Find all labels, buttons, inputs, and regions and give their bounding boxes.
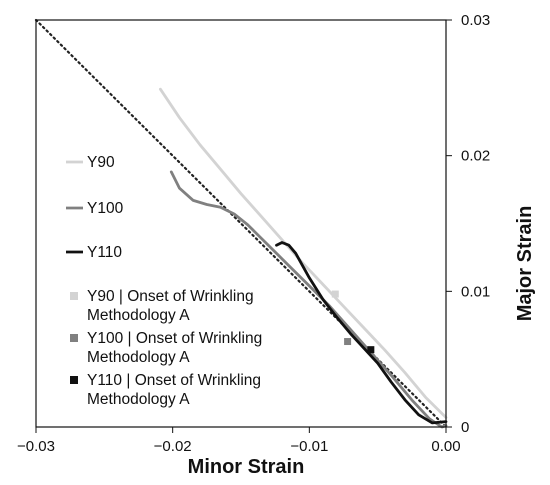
series-line-y110 [275, 241, 448, 425]
legend-label: Methodology A [87, 391, 190, 408]
x-tick-label: −0.01 [290, 438, 328, 455]
y-tick-label: 0.02 [461, 148, 490, 165]
x-axis-title: Minor Strain [188, 456, 305, 478]
legend-swatch-marker [70, 334, 78, 342]
legend-swatch-marker [70, 292, 78, 300]
y-tick-label: 0.01 [461, 283, 490, 300]
legend-label: Methodology A [87, 307, 190, 324]
plot-frame [35, 19, 447, 428]
legend-label: Y110 [87, 244, 122, 261]
onset-marker-3 [367, 346, 375, 354]
legend: Y90 Y100 Y110 Y90 | Onset of Wrinkling Metho… [66, 154, 262, 408]
plot-area [34, 18, 448, 429]
legend-label: Y90 [87, 154, 115, 171]
series-line-y90 [158, 87, 448, 419]
y-tick-label: 0 [461, 419, 469, 436]
legend-swatch-marker [70, 376, 78, 384]
axes: −0.03 −0.02 −0.01 0.000 0.01 0.02 0.03 [17, 12, 490, 455]
onset-marker-1 [331, 290, 339, 298]
legend-label: Y110 | Onset of Wrinkling [87, 372, 261, 389]
y-axis-title: Major Strain [514, 206, 536, 322]
series-line-y100 [169, 170, 448, 429]
legend-label: Y100 | Onset of Wrinkling [87, 330, 262, 347]
x-tick-label: −0.03 [17, 438, 55, 455]
y-tick-label: 0.03 [461, 12, 490, 29]
legend-label: Methodology A [87, 349, 190, 366]
onset-marker-2 [344, 338, 352, 346]
x-tick-label: −0.02 [154, 438, 192, 455]
legend-label: Y90 | Onset of Wrinkling [87, 288, 254, 305]
x-tick-label: 0.00 [431, 438, 460, 455]
legend-label: Y100 [87, 200, 124, 217]
